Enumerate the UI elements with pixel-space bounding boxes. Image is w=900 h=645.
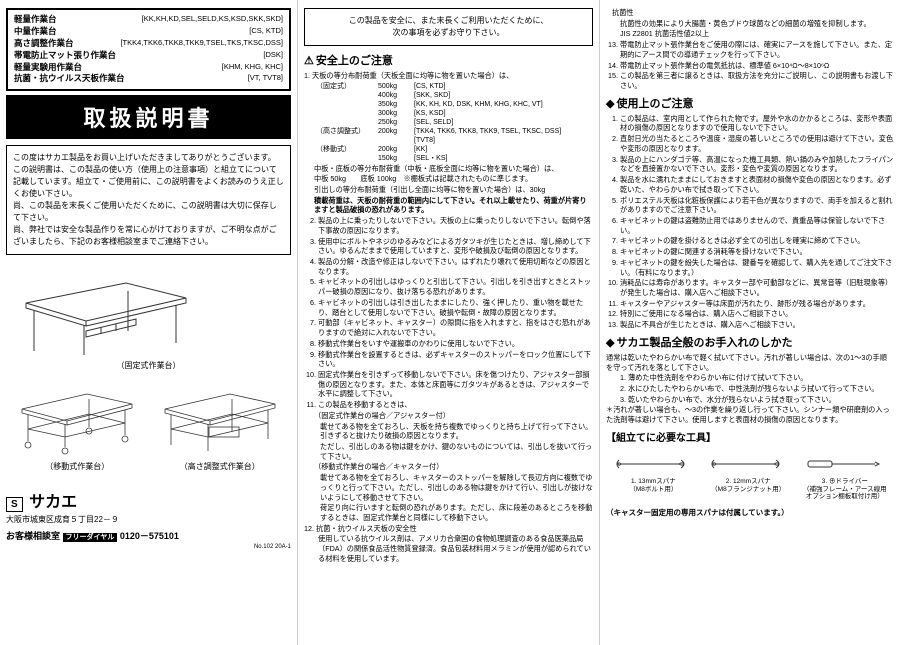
illust-caption: （固定式作業台） xyxy=(6,360,291,371)
list-item: 消耗品には寿命があります。キャスター部や可動部などに、異常音等（旧駐現象等）が発… xyxy=(620,278,894,297)
tool-spanner-12: 2. 12mmスパナ（M8フランジナット用） xyxy=(708,450,788,501)
list-item: 直射日光の当たるところや温度・湿度の著しいところでの使用は避けて下さい。変色や変… xyxy=(620,134,894,153)
list-item: 特別にご使用になる場合は、購入店へご相談下さい。 xyxy=(620,309,894,319)
intro-box: この度はサカエ製品をお買い上げいただきましてありがとうございます。 この説明書は… xyxy=(6,145,291,255)
list-item: キャビネットの鍵に関連する消耗等を掛けないで下さい。 xyxy=(620,247,894,257)
workbench-fixed-illust xyxy=(6,263,206,358)
safety-message-box: この製品を安全に、また末長くご利用いただくために、 次の事項を必ずお守り下さい。 xyxy=(304,8,593,46)
list-item: 移動式作業台を設置するときは、必ずキャスターのストッパーをロック位置にして下さい… xyxy=(318,350,593,369)
brand-logo: S xyxy=(6,497,23,512)
list-item: キャビネットの鍵を掛けるときは必ず全ての引出しを確実に締めて下さい。 xyxy=(620,236,894,246)
safety-line: この製品を安全に、また末長くご利用いただくために、 xyxy=(311,15,586,27)
usage-header: ◆使用上のご注意 xyxy=(606,95,894,111)
tools-row: 1. 13mmスパナ（M8ボルト用） 2. 12mmスパナ（M8フランジナット用… xyxy=(606,450,894,501)
contact-label: お客様相談室 xyxy=(6,531,60,541)
list-item: キャビネットの引出しはゆっくりと引出して下さい。引出しを引き出すときとストッパー… xyxy=(318,277,593,296)
list-item: 可動部（キャビネット、キャスター）の隙間に指を入れますと、指をはさむ恐れがありま… xyxy=(318,318,593,337)
safety-list: 製品の上に乗ったりしないで下さい。天板の上に乗ったりしないで下さい。転倒や落下事… xyxy=(304,216,593,410)
list-item: 製品を水に濡れたままにしておきますと表面材の損傷や変色の原因となります。必ず乾い… xyxy=(620,175,894,194)
safety-header: ⚠安全上のご注意 xyxy=(304,52,593,68)
product-row: 軽量実験用作業台[KHM, KHG, KHC] xyxy=(14,62,283,74)
intro-line: この度はサカエ製品をお買い上げいただきましてありがとうございます。 xyxy=(13,152,284,164)
tools-header: 【組立てに必要な工具】 xyxy=(606,429,894,444)
list-item: この製品を移動するときは、 xyxy=(318,400,593,410)
list-item: キャビネットの鍵を紛失した場合は、鍵番号を確認して、購入先を通してご注文下さい。… xyxy=(620,258,894,277)
safety-line: 次の事項を必ずお守り下さい。 xyxy=(311,27,586,39)
product-row: 帯電防止マット張り作業台[DSK] xyxy=(14,50,283,62)
list-item: ポリエステル天板は化粧板保護により若干色が異なりますので、両手を加えると割れがあ… xyxy=(620,196,894,215)
contact-row: お客様相談室 フリーダイヤル 0120－575101 xyxy=(6,529,291,542)
list-item: 移動式作業台をいすや運搬車のかわりに使用しないで下さい。 xyxy=(318,339,593,349)
list-item: キャスターやアジャスター等は床面が汚れたり、跡形が残る場合があります。 xyxy=(620,299,894,309)
list-item: この製品は、室内用として作られた物です。屋外や水のかかるところは、変形や表面材の… xyxy=(620,114,894,133)
left-column: 軽量作業台[KK,KH,KD,SEL,SELD,KS,KSD,SKK,SKD] … xyxy=(0,0,298,645)
list-item: 帯電防止マット張作業台の電気抵抗は、標準値 6×10⁴Ω～8×10⁶Ω xyxy=(620,61,894,71)
list-item: キャビネットの引出しは引き出したままにしたり、強く押したり、重い物を載せたり、踏… xyxy=(318,298,593,317)
tool-screwdriver: 3. ⊕ドライバー（補強フレーム・アース線用 オプション棚板取付け用） xyxy=(803,450,887,501)
list-item: この製品を第三者に譲るときは、取扱方法を充分にご説明し、この説明書もお渡し下さい… xyxy=(620,71,894,90)
product-row: 軽量作業台[KK,KH,KD,SEL,SELD,KS,KSD,SKK,SKD] xyxy=(14,14,283,26)
list-item: 使用中にボルトやネジのゆるみなどによるガタツキが生じたときは、増し締めして下さい… xyxy=(318,237,593,256)
doc-number: No.102 20A-1 xyxy=(6,544,291,550)
middle-column: この製品を安全に、また末長くご利用いただくために、 次の事項を必ずお守り下さい。… xyxy=(298,0,600,645)
illust-caption: （移動式作業台） xyxy=(12,461,142,472)
list-item: 製品の分解・改造や修正はしないで下さい。はずれたり壊れて使用切断などの原因となり… xyxy=(318,257,593,276)
right-column: 抗菌性 抗菌性の効果により大腸菌・黄色ブドウ球菌などの細菌の増殖を抑制します。 … xyxy=(600,0,900,645)
product-row: 中量作業台[CS, KTD] xyxy=(14,26,283,38)
safety-list-cont: 帯電防止マット張作業台をご使用の際には、確実にアースを施して下さい。また、定期的… xyxy=(606,40,894,91)
spanner-icon xyxy=(613,450,693,478)
product-list-box: 軽量作業台[KK,KH,KD,SEL,SELD,KS,KSD,SKK,SKD] … xyxy=(6,8,291,91)
list-item: 製品の上に乗ったりしないで下さい。天板の上に乗ったりしないで下さい。転倒や落下事… xyxy=(318,216,593,235)
tools-note: （キャスター固定用の専用スパナは付属しています。） xyxy=(606,507,894,518)
usage-list: この製品は、室内用として作られた物です。屋外や水のかかるところは、変形や表面材の… xyxy=(606,114,894,330)
safety-body: 1. 天板の等分布耐荷重（天板全面に均等に物を置いた場合）は、 （固定式）500… xyxy=(304,71,593,564)
spanner-icon xyxy=(708,450,788,478)
product-row: 抗菌・抗ウイルス天板作業台[VT, TVT8] xyxy=(14,73,283,85)
list-item: 帯電防止マット張作業台をご使用の際には、確実にアースを施して下さい。また、定期的… xyxy=(620,40,894,59)
manual-title: 取扱説明書 xyxy=(6,95,291,139)
brand-block: S サカエ 大阪市城東区成育５丁目22－９ お客様相談室 フリーダイヤル 012… xyxy=(6,488,291,550)
freedial-icon: フリーダイヤル xyxy=(63,533,118,542)
list-item: 製品の上にハンダゴテ等、高温になった機工具類、熱い鍋のみや加熱したフライパンなど… xyxy=(620,155,894,174)
brand-name: サカエ xyxy=(29,494,77,511)
workbench-adjustable-illust xyxy=(155,379,285,459)
tel-number: 0120－575101 xyxy=(120,531,179,541)
product-row: 高さ調整作業台[TKK4,TKK6,TKK8,TKK9,TSEL,TKS,TKS… xyxy=(14,38,283,50)
illustration-area: （固定式作業台） xyxy=(6,263,291,480)
care-body: 通常は乾いたやわらかい布で軽く拭いて下さい。汚れが著しい場合は、次の1～3の手順… xyxy=(606,353,894,425)
workbench-mobile-illust xyxy=(12,379,142,459)
diamond-icon: ◆ xyxy=(606,336,614,349)
load-table: （固定式）500kg[CS, KTD] 400kg[SKK, SKD] 350k… xyxy=(316,82,593,164)
illust-caption: （高さ調整式作業台） xyxy=(155,461,285,472)
care-header: ◆サカエ製品全般のお手入れのしかた xyxy=(606,334,894,350)
intro-line: この説明書は、この製品の使い方（使用上の注意事項）と組立てについて記載しています… xyxy=(13,164,284,200)
screwdriver-icon xyxy=(803,450,883,478)
list-item: 製品に不具合が生じたときは、購入店へご相談下さい。 xyxy=(620,320,894,330)
list-item: 固定式作業台を引きずって移動しないで下さい。床を傷つけたり、アジャスター部損傷の… xyxy=(318,370,593,399)
list-item: キャビネットの鍵は盗難防止用ではありませんので、貴重品等は保管しないで下さい。 xyxy=(620,216,894,235)
brand-address: 大阪市城東区成育５丁目22－９ xyxy=(6,514,291,525)
intro-line: 尚、弊社では安全な製品作りを常に心がけておりますが、ご不明な点がございましたら、… xyxy=(13,224,284,248)
diamond-icon: ◆ xyxy=(606,97,614,110)
tool-spanner-13: 1. 13mmスパナ（M8ボルト用） xyxy=(613,450,693,501)
warning-icon: ⚠ xyxy=(304,54,314,67)
intro-line: 尚、この製品を末長くご使用いただくために、この説明書は大切に保存して下さい。 xyxy=(13,200,284,224)
